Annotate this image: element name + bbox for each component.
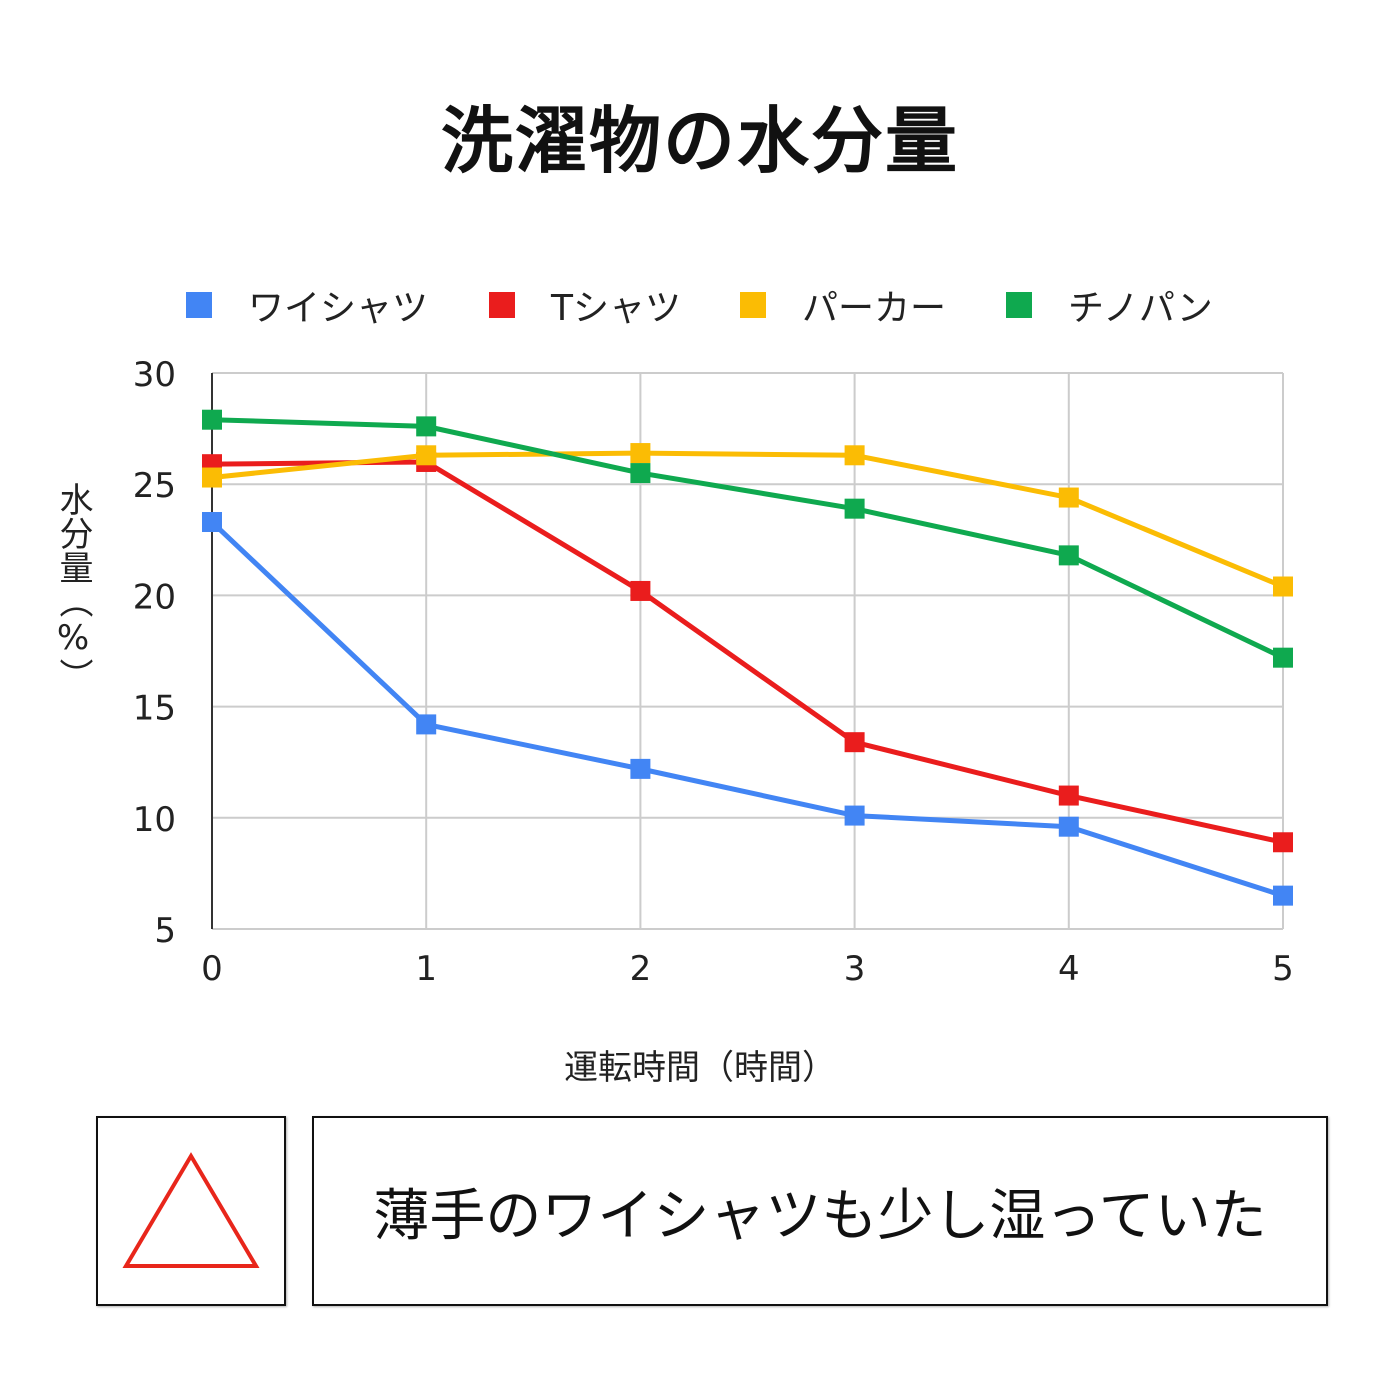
legend-swatch-1	[489, 292, 515, 318]
series-line-2	[209, 450, 1286, 590]
triangle-icon	[122, 1152, 260, 1268]
y-tick-label-4: 10	[133, 800, 176, 840]
legend-label-3: チノパン	[1068, 288, 1213, 329]
legend-swatch-0	[186, 292, 212, 318]
x-tick-label-1: 1	[415, 949, 437, 989]
data-point-0-2	[630, 758, 651, 779]
x-axis-label: 運転時間（時間）	[564, 1048, 836, 1088]
legend-swatch-3	[1006, 292, 1032, 318]
data-point-3-1	[416, 416, 437, 437]
data-point-1-5	[1273, 832, 1293, 853]
legend-item-series-2: パーカー	[740, 280, 946, 330]
data-point-3-5	[1273, 647, 1293, 668]
x-tick-label-4: 4	[1058, 949, 1080, 989]
data-point-0-0	[202, 512, 222, 533]
series-2	[202, 443, 1293, 597]
series-group	[202, 409, 1293, 906]
data-point-2-3	[844, 445, 865, 466]
chart-title: 洗濯物の水分量	[440, 99, 959, 183]
legend-item-series-0: ワイシャツ	[186, 280, 428, 330]
data-point-0-1	[416, 714, 437, 735]
legend-item-series-1: Tシャツ	[489, 280, 681, 330]
data-point-0-5	[1273, 885, 1293, 906]
y-tick-label-3: 15	[133, 689, 176, 729]
legend-label-1: Tシャツ	[551, 288, 681, 329]
data-point-0-3	[844, 805, 865, 826]
legend-label-2: パーカー	[802, 288, 947, 329]
data-point-3-4	[1058, 545, 1079, 566]
y-axis-label: 水分量（%）	[53, 482, 93, 692]
x-tick-label-2: 2	[630, 949, 652, 989]
x-tick-label-5: 5	[1272, 949, 1294, 989]
comment-text: 薄手のワイシャツも少し湿っていた	[373, 1183, 1267, 1249]
y-tick-label-5: 5	[154, 911, 176, 951]
series-line-1	[209, 459, 1286, 845]
data-point-3-3	[844, 498, 865, 519]
y-tick-label-1: 25	[133, 466, 176, 506]
series-line-0	[209, 519, 1286, 899]
legend-swatch-2	[740, 292, 766, 318]
x-tick-label-0: 0	[201, 949, 223, 989]
legend: ワイシャツ Tシャツ パーカー チノパン	[0, 280, 1400, 330]
data-point-2-0	[202, 467, 222, 488]
data-point-3-2	[630, 463, 651, 484]
legend-label-0: ワイシャツ	[248, 288, 429, 329]
data-point-2-2	[630, 443, 651, 464]
legend-item-series-3: チノパン	[1006, 280, 1213, 330]
series-line-3	[209, 417, 1286, 661]
data-point-1-4	[1058, 785, 1079, 806]
rating-box	[96, 1116, 286, 1306]
series-0	[202, 512, 1293, 906]
x-tick-label-3: 3	[844, 949, 866, 989]
data-point-0-4	[1058, 816, 1079, 837]
y-tick-label-0: 30	[133, 355, 176, 395]
data-point-2-5	[1273, 576, 1293, 597]
data-point-3-0	[202, 409, 222, 430]
data-point-2-4	[1058, 487, 1079, 508]
y-tick-label-2: 20	[133, 577, 176, 617]
data-point-1-2	[630, 580, 651, 601]
series-3	[202, 409, 1293, 668]
data-point-1-3	[844, 732, 865, 753]
comment-box: 薄手のワイシャツも少し湿っていた	[312, 1116, 1328, 1306]
data-point-2-1	[416, 445, 437, 466]
